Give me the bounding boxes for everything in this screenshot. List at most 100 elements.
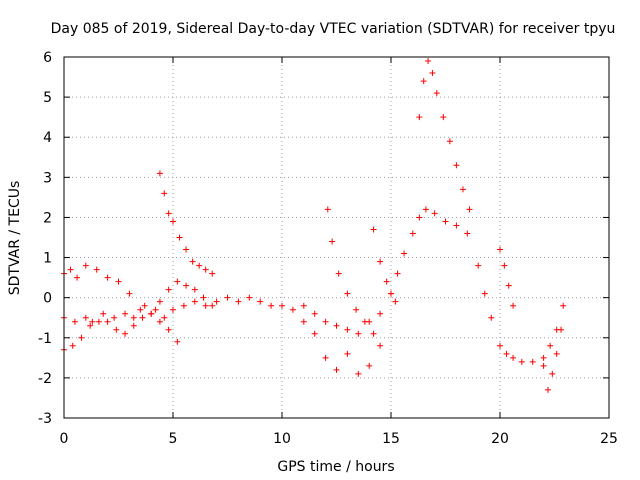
- data-point: [257, 298, 264, 305]
- data-point: [311, 330, 318, 337]
- data-point: [322, 354, 329, 361]
- data-point: [165, 326, 172, 333]
- y-tick-label: -2: [38, 371, 52, 387]
- data-point: [180, 302, 187, 309]
- data-point: [429, 70, 436, 77]
- data-point: [115, 278, 122, 285]
- x-tick-label: 5: [169, 431, 178, 447]
- data-point: [442, 218, 449, 225]
- data-point: [200, 294, 207, 301]
- data-point: [475, 262, 482, 269]
- data-point: [355, 370, 362, 377]
- data-point: [170, 218, 176, 225]
- x-tick-label: 10: [273, 431, 291, 447]
- data-point: [453, 162, 460, 169]
- data-point: [246, 294, 253, 301]
- data-point: [401, 250, 408, 257]
- data-point: [191, 286, 198, 293]
- data-point: [425, 58, 432, 65]
- data-point: [353, 306, 360, 313]
- y-tick-label: 4: [43, 130, 52, 146]
- data-point: [355, 330, 362, 337]
- data-point: [377, 258, 384, 265]
- data-point: [213, 298, 220, 305]
- data-point: [137, 306, 144, 313]
- data-point: [104, 318, 111, 325]
- data-point: [459, 186, 466, 193]
- data-point: [224, 294, 231, 301]
- data-point: [433, 90, 440, 97]
- data-point: [311, 310, 318, 317]
- data-point: [122, 310, 129, 317]
- data-point: [113, 326, 120, 333]
- data-point: [409, 230, 416, 237]
- data-point: [300, 318, 307, 325]
- plot-frame: [63, 56, 610, 419]
- data-point: [488, 314, 495, 321]
- data-point: [191, 298, 198, 305]
- data-point: [383, 278, 390, 285]
- data-point: [111, 314, 118, 321]
- data-point: [67, 266, 74, 273]
- data-point: [148, 310, 155, 317]
- data-point: [540, 362, 547, 369]
- data-point: [544, 386, 551, 393]
- data-point: [466, 206, 473, 213]
- data-point: [416, 114, 423, 121]
- data-point: [139, 314, 146, 321]
- data-point: [152, 306, 159, 313]
- data-point: [82, 314, 89, 321]
- data-point: [422, 206, 429, 213]
- data-points: [61, 58, 567, 393]
- x-axis-label: GPS time / hours: [277, 459, 394, 475]
- data-point: [333, 366, 340, 373]
- data-point: [388, 290, 394, 297]
- data-point: [529, 358, 536, 365]
- y-tick-label: -3: [38, 411, 52, 427]
- data-point: [189, 258, 196, 265]
- data-point: [87, 322, 94, 329]
- data-point: [95, 318, 102, 325]
- data-point: [335, 270, 342, 277]
- data-point: [161, 314, 168, 321]
- data-point: [344, 290, 351, 297]
- data-point: [78, 334, 85, 341]
- data-point: [558, 326, 565, 333]
- data-point: [510, 302, 517, 309]
- x-tick-label: 15: [382, 431, 400, 447]
- x-tick-labels: 0 5 10 15 20 25: [60, 431, 618, 447]
- y-tick-label: -1: [38, 331, 52, 347]
- data-point: [71, 318, 78, 325]
- data-point: [130, 322, 137, 329]
- chart-title: Day 085 of 2019, Sidereal Day-to-day VTE…: [51, 21, 616, 37]
- data-point: [235, 298, 242, 305]
- data-point: [300, 302, 307, 309]
- data-point: [196, 262, 203, 269]
- data-point: [344, 326, 351, 333]
- data-point: [183, 246, 190, 253]
- data-point: [497, 342, 503, 349]
- y-tick-label: 0: [43, 291, 52, 307]
- data-point: [130, 314, 137, 321]
- x-tick-label: 0: [60, 431, 69, 447]
- axis-ticks: [63, 56, 610, 419]
- data-point: [156, 318, 163, 325]
- data-point: [440, 114, 447, 121]
- data-point: [74, 274, 81, 281]
- y-tick-label: 2: [43, 210, 52, 226]
- data-point: [344, 350, 351, 357]
- y-tick-label: 5: [43, 90, 52, 106]
- data-point: [366, 362, 373, 369]
- data-point: [503, 350, 510, 357]
- data-point: [174, 338, 181, 345]
- data-point: [392, 298, 399, 305]
- data-point: [202, 266, 209, 273]
- data-point: [431, 210, 438, 217]
- data-point: [505, 282, 512, 289]
- data-point: [279, 302, 285, 309]
- data-point: [420, 78, 427, 85]
- grid-lines: [64, 57, 609, 418]
- data-point: [370, 226, 377, 233]
- data-point: [377, 310, 384, 317]
